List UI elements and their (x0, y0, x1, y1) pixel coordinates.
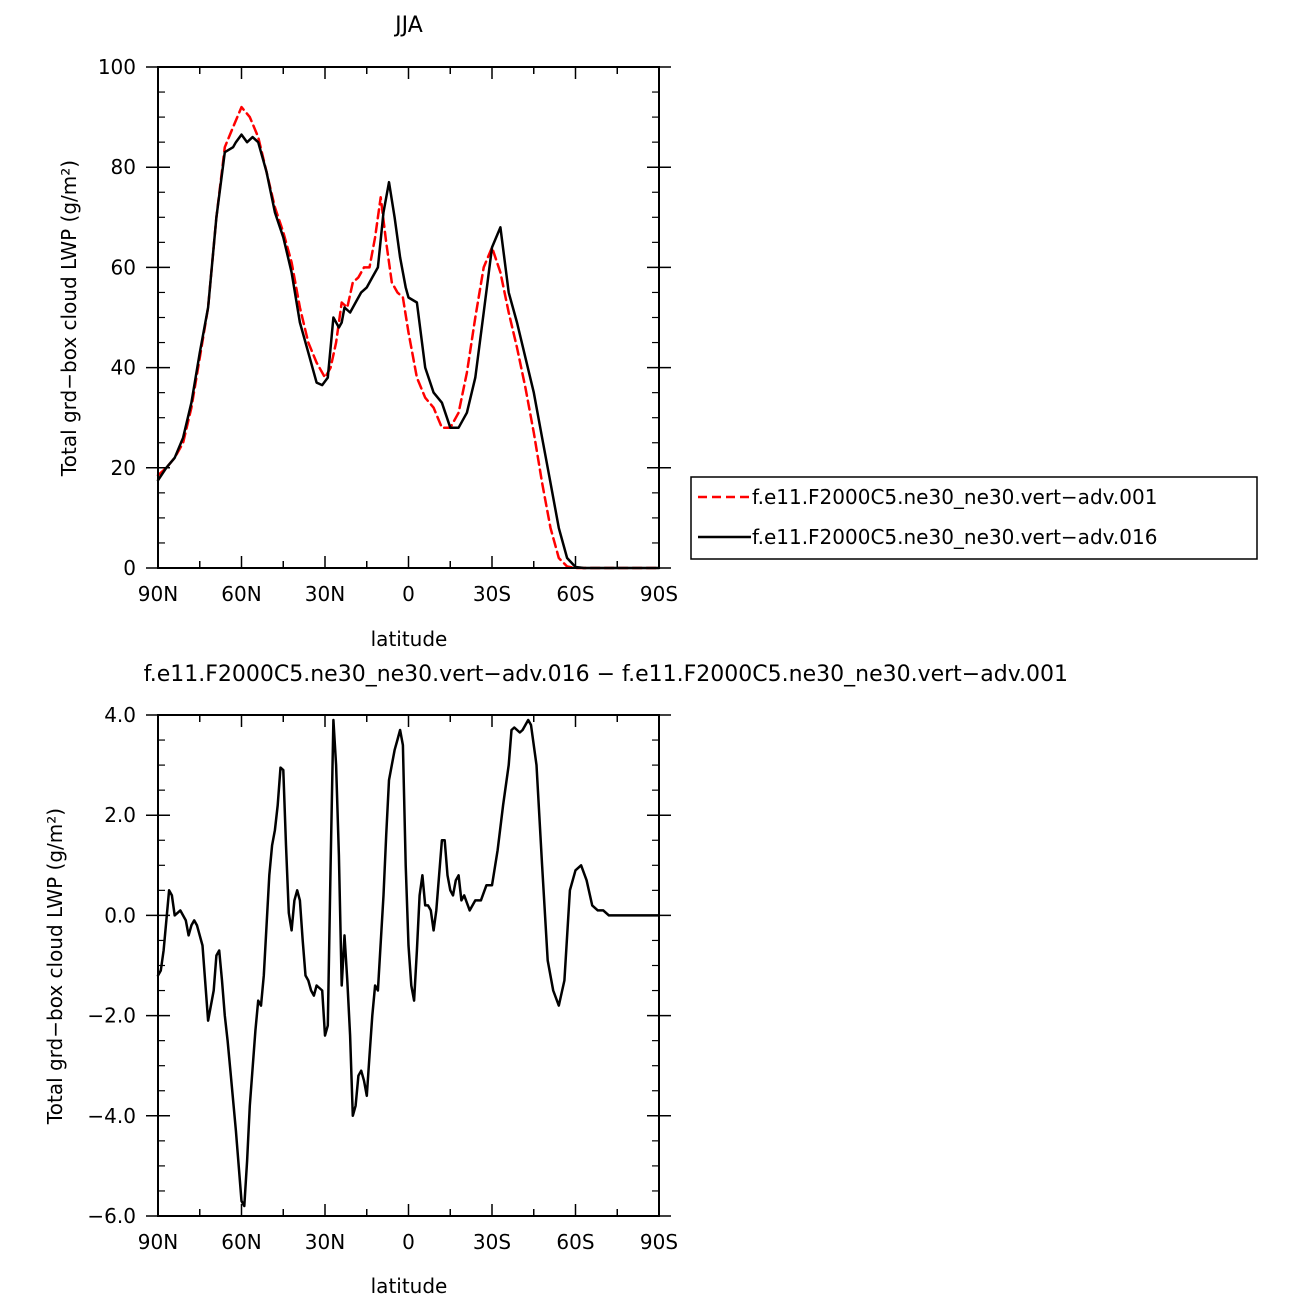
top-x-tick-label: 0 (402, 582, 415, 606)
bottom-x-tick-label: 90S (640, 1230, 678, 1254)
top-x-tick-label: 60S (556, 582, 594, 606)
legend-box (690, 476, 1258, 560)
top-plot-frame (157, 66, 660, 569)
legend-label-series-2: f.e11.F2000C5.ne30_ne30.vert−adv.016 (752, 525, 1157, 549)
bottom-y-tick-label: −6.0 (87, 1204, 136, 1228)
bottom-y-tick-label: 2.0 (104, 803, 136, 827)
top-y-tick-label: 100 (98, 55, 136, 79)
bottom-y-tick-label: −4.0 (87, 1104, 136, 1128)
bottom-y-tick-label: −2.0 (87, 1004, 136, 1028)
legend-label-series-1: f.e11.F2000C5.ne30_ne30.vert−adv.001 (752, 485, 1157, 509)
bottom-x-tick-label: 30S (473, 1230, 511, 1254)
bottom-panel: f.e11.F2000C5.ne30_ne30.vert−adv.016 − f… (43, 662, 1068, 1298)
bottom-y-tick-label: 0.0 (104, 903, 136, 927)
bottom-x-axis-label: latitude (371, 1274, 448, 1298)
top-y-tick-label: 60 (111, 255, 136, 279)
top-y-tick-label: 40 (111, 356, 136, 380)
top-x-tick-label: 60N (221, 582, 261, 606)
top-x-axis-label: latitude (371, 627, 448, 651)
top-y-axis-label: Total grd−box cloud LWP (g/m²) (57, 160, 81, 477)
top-y-tick-label: 0 (123, 556, 136, 580)
bottom-chart-title: f.e11.F2000C5.ne30_ne30.vert−adv.016 − f… (144, 662, 1068, 687)
bottom-x-tick-label: 0 (402, 1230, 415, 1254)
bottom-y-tick-label: 4.0 (104, 703, 136, 727)
top-series-line-1 (156, 105, 661, 570)
bottom-x-tick-label: 30N (305, 1230, 345, 1254)
bottom-y-axis-label: Total grd−box cloud LWP (g/m²) (43, 808, 67, 1125)
bottom-series-line-1 (156, 718, 661, 1208)
top-x-tick-label: 30S (473, 582, 511, 606)
top-x-tick-label: 90S (640, 582, 678, 606)
top-series-line-2 (156, 133, 661, 570)
bottom-x-tick-label: 60N (221, 1230, 261, 1254)
bottom-plot-frame (157, 714, 660, 1217)
top-x-tick-label: 30N (305, 582, 345, 606)
top-y-tick-label: 20 (111, 456, 136, 480)
top-x-tick-label: 90N (138, 582, 178, 606)
bottom-x-tick-label: 60S (556, 1230, 594, 1254)
legend: f.e11.F2000C5.ne30_ne30.vert−adv.001 f.e… (690, 476, 1258, 560)
bottom-x-tick-label: 90N (138, 1230, 178, 1254)
top-chart-title: JJA (393, 13, 423, 38)
top-y-tick-label: 80 (111, 155, 136, 179)
top-panel: JJA latitude Total grd−box cloud LWP (g/… (57, 13, 678, 651)
